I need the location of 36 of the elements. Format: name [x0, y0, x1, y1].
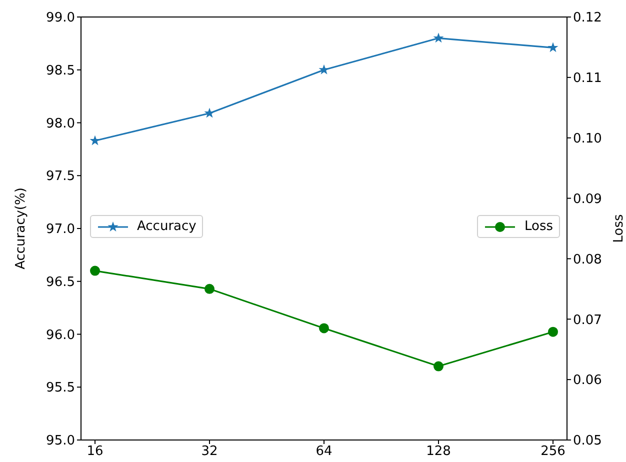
y2-tick-label: 0.06 [573, 373, 602, 388]
x-tick-label: 16 [86, 444, 104, 460]
x-tick-label: 256 [540, 444, 566, 460]
point [204, 284, 214, 294]
y2-tick-label: 0.09 [573, 192, 602, 207]
point [205, 108, 214, 117]
point [548, 43, 558, 52]
y-tick-label: 95.0 [46, 434, 75, 449]
y-tick-label: 96.5 [46, 274, 75, 290]
point [320, 65, 328, 74]
y2-tick-label: 0.08 [573, 252, 602, 268]
x-tick-label: 32 [201, 444, 218, 460]
y-tick-label: 98.5 [46, 63, 75, 78]
y-tick-label: 96.0 [46, 328, 75, 343]
y-tick-label: 99.0 [46, 10, 75, 26]
legend-label: Accuracy [137, 219, 196, 234]
x-tick-label: 128 [426, 444, 451, 460]
point [90, 266, 100, 276]
y2-tick-label: 0.10 [573, 131, 602, 146]
y2-tick-label: 0.05 [573, 434, 602, 449]
y2-tick-label: 0.11 [573, 71, 602, 86]
point [319, 323, 329, 334]
y2-tick-label: 0.12 [573, 10, 602, 26]
y-tick-label: 97.0 [46, 222, 75, 238]
point [90, 136, 100, 144]
x-tick-label: 64 [316, 444, 332, 460]
y2-axis-title: Loss [612, 214, 626, 243]
y-tick-label: 98.0 [46, 116, 75, 132]
point [548, 326, 558, 337]
point [434, 361, 444, 372]
point [434, 34, 443, 42]
y2-tick-label: 0.07 [573, 312, 602, 328]
y-tick-label: 97.5 [46, 169, 75, 184]
y-axis-title: Accuracy(%) [14, 188, 29, 270]
legend-label: Loss [524, 219, 553, 234]
y-tick-label: 95.5 [46, 380, 75, 396]
